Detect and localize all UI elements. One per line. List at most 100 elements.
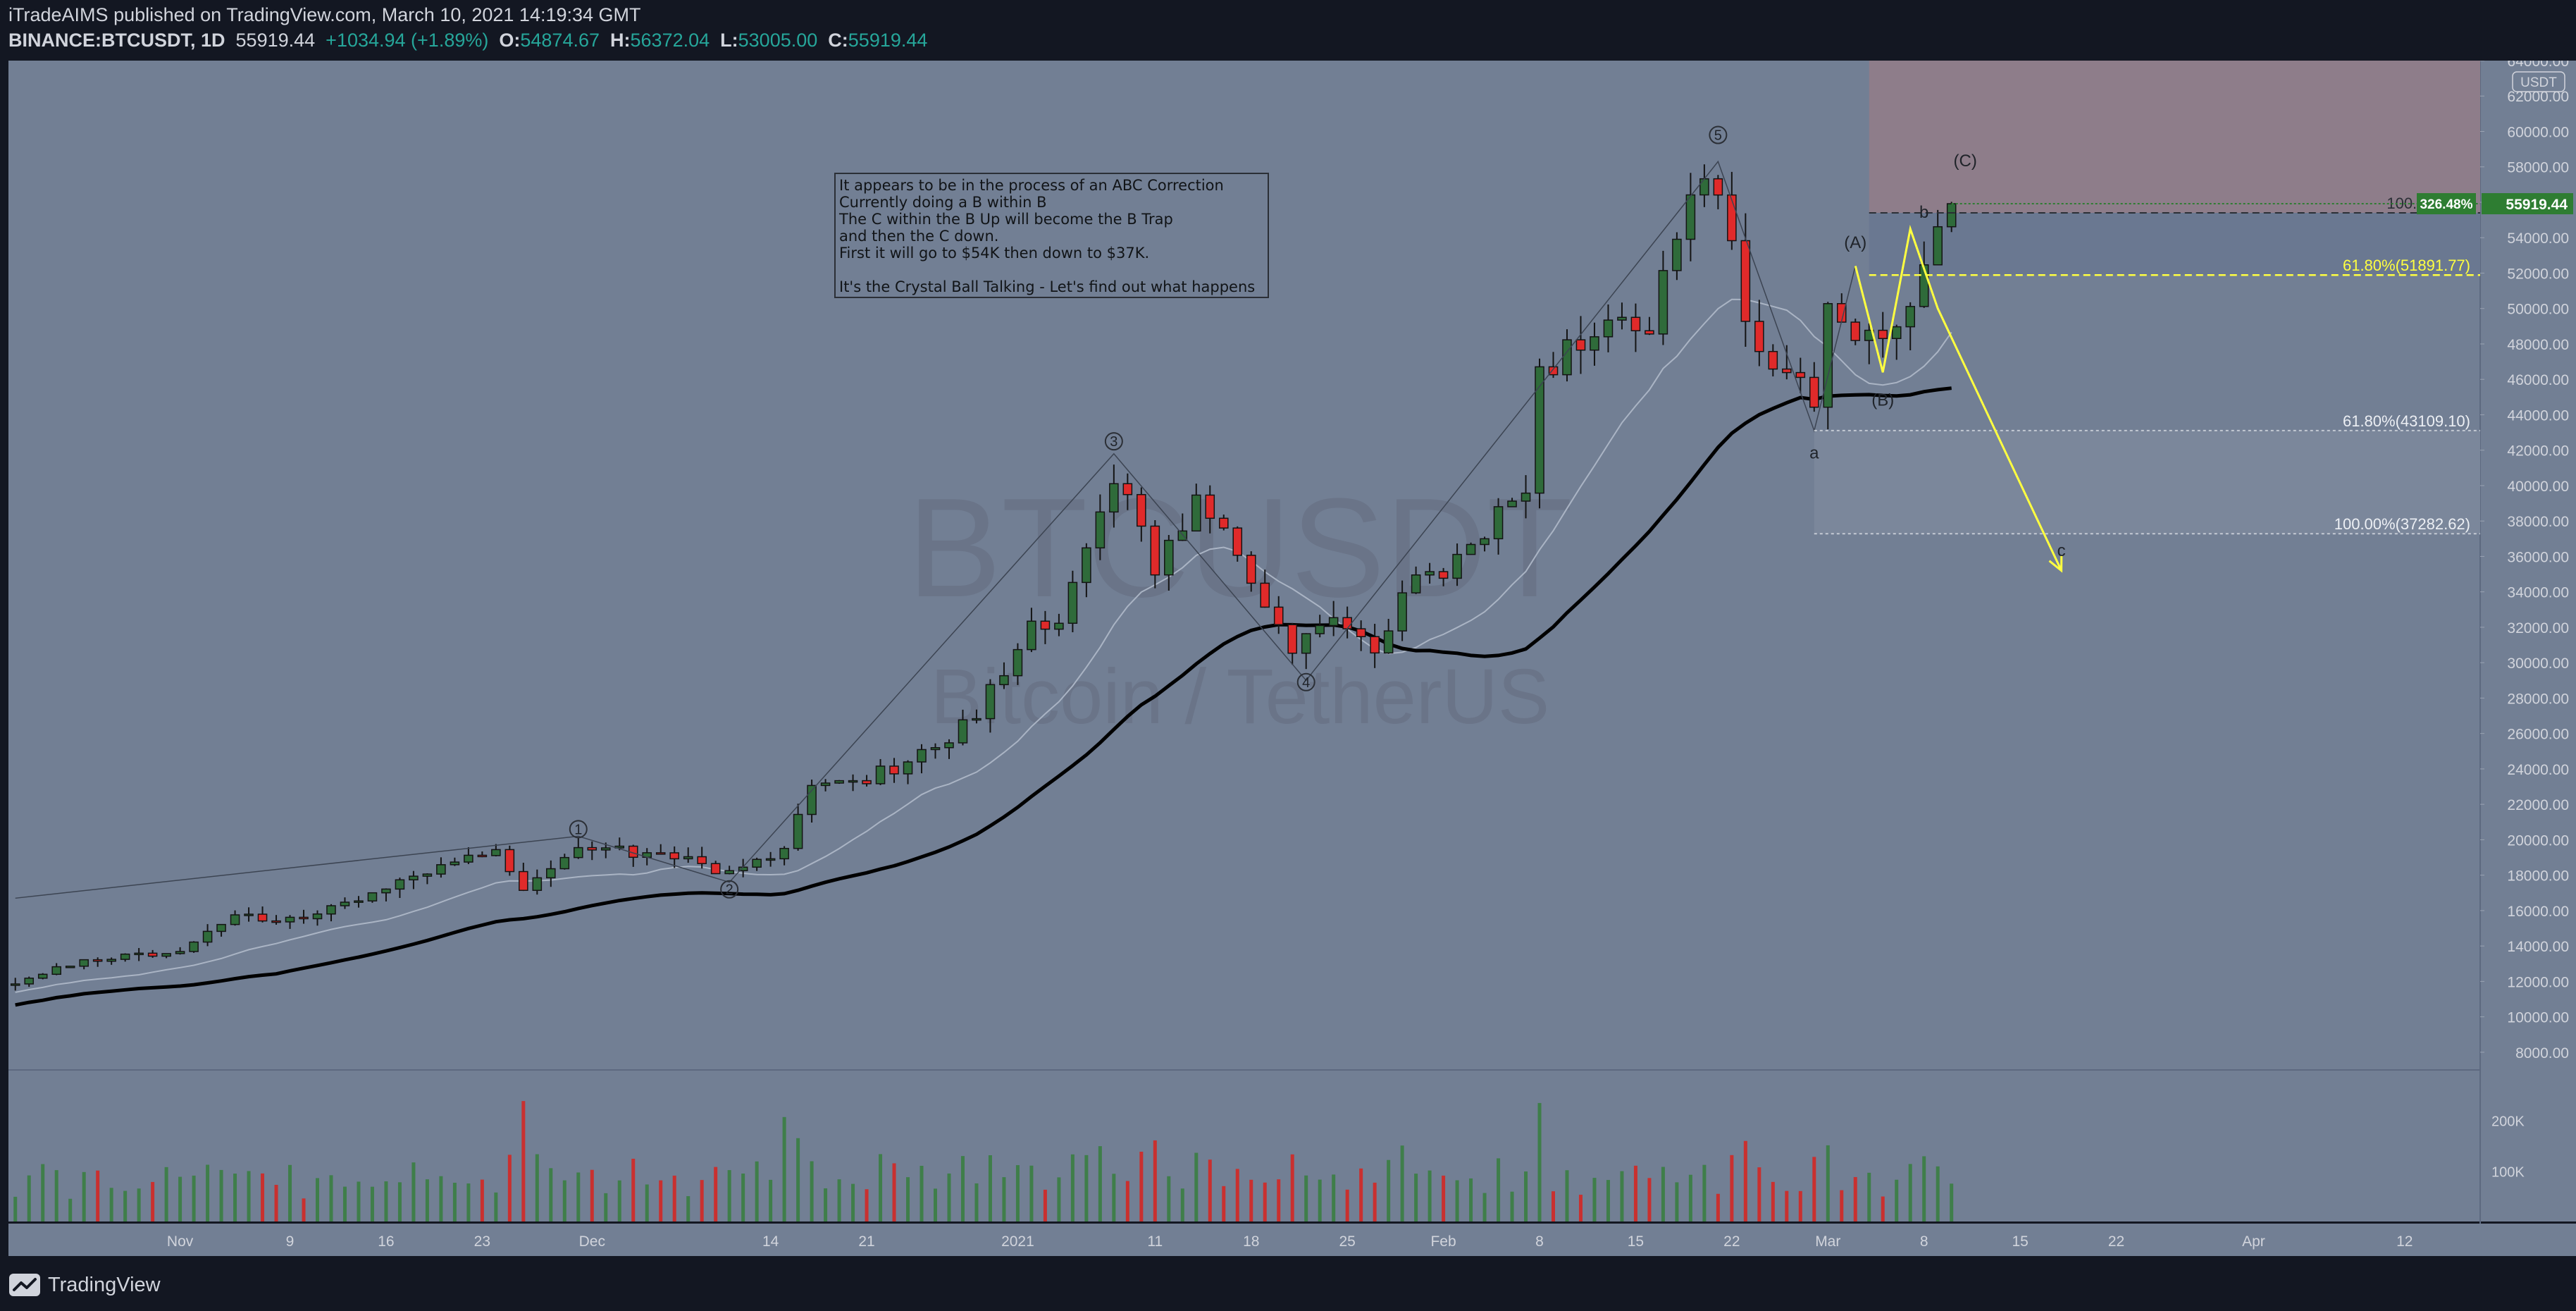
candle[interactable]: [1082, 543, 1091, 598]
candle[interactable]: [600, 842, 611, 858]
candle[interactable]: [504, 845, 515, 876]
candle[interactable]: [1645, 316, 1654, 336]
candle[interactable]: [1590, 322, 1599, 366]
wave-label[interactable]: 3: [1104, 432, 1123, 451]
candle[interactable]: [1754, 300, 1764, 367]
candle[interactable]: [889, 758, 899, 783]
candle[interactable]: [1067, 570, 1078, 632]
candle[interactable]: [1095, 494, 1106, 560]
candle[interactable]: [65, 966, 75, 968]
candle[interactable]: [1397, 580, 1407, 641]
candle[interactable]: [1137, 487, 1146, 542]
candle[interactable]: [326, 904, 336, 922]
candle[interactable]: [1535, 358, 1544, 509]
candle[interactable]: [477, 851, 488, 858]
candle[interactable]: [1548, 352, 1559, 378]
tradingview-logo[interactable]: TradingView: [8, 1273, 161, 1297]
candle[interactable]: [834, 780, 844, 784]
candle[interactable]: [1630, 303, 1641, 352]
projection-path[interactable]: [1854, 224, 2062, 572]
candle[interactable]: [340, 897, 350, 909]
candle[interactable]: [161, 953, 171, 959]
candle[interactable]: [1809, 362, 1819, 412]
candle[interactable]: [1713, 175, 1723, 209]
candle[interactable]: [1878, 312, 1888, 358]
wave-label[interactable]: a: [1809, 444, 1819, 463]
wave-label[interactable]: 4: [1296, 672, 1315, 691]
candle[interactable]: [1521, 475, 1531, 519]
wave-label[interactable]: 2: [720, 880, 739, 899]
candle[interactable]: [1740, 213, 1751, 347]
candle[interactable]: [381, 888, 391, 901]
candle[interactable]: [1260, 570, 1270, 608]
candle[interactable]: [1370, 624, 1380, 668]
candle[interactable]: [1768, 344, 1778, 377]
candle[interactable]: [655, 844, 666, 855]
price-tag[interactable]: 326.48% 55919.44: [1951, 193, 2573, 215]
candle[interactable]: [697, 847, 707, 869]
candle[interactable]: [147, 949, 158, 958]
candle[interactable]: [820, 779, 831, 792]
candle[interactable]: [1328, 601, 1339, 636]
candle[interactable]: [395, 878, 405, 899]
candle[interactable]: [1658, 250, 1668, 345]
candle[interactable]: [875, 758, 886, 785]
candle[interactable]: [1177, 513, 1188, 541]
candle[interactable]: [354, 896, 364, 908]
candle[interactable]: [1466, 542, 1476, 555]
candle[interactable]: [1823, 302, 1833, 430]
candle[interactable]: [1891, 324, 1902, 360]
wave-label[interactable]: (C): [1954, 152, 1977, 171]
candle[interactable]: [903, 760, 913, 784]
candle[interactable]: [422, 873, 433, 885]
candle[interactable]: [1507, 498, 1517, 507]
candle[interactable]: [573, 837, 583, 859]
candle[interactable]: [491, 844, 501, 857]
candle[interactable]: [37, 973, 48, 980]
candle[interactable]: [1438, 567, 1449, 586]
candle[interactable]: [1232, 526, 1243, 562]
candle[interactable]: [587, 841, 597, 861]
candle[interactable]: [1411, 566, 1421, 594]
candle[interactable]: [202, 924, 213, 947]
candle[interactable]: [958, 709, 968, 746]
wave-label[interactable]: (B): [1871, 390, 1894, 410]
candle[interactable]: [1864, 323, 1874, 364]
candle[interactable]: [1575, 316, 1586, 374]
wave-label[interactable]: c: [2057, 541, 2066, 560]
currency-badge[interactable]: USDT: [2512, 71, 2565, 92]
candle[interactable]: [710, 861, 721, 875]
candle[interactable]: [10, 978, 20, 991]
candle[interactable]: [683, 847, 693, 863]
candle[interactable]: [92, 957, 103, 967]
candle[interactable]: [765, 851, 776, 867]
candle[interactable]: [409, 870, 419, 890]
candle[interactable]: [464, 847, 473, 864]
candle[interactable]: [134, 948, 144, 961]
candle[interactable]: [230, 910, 240, 926]
candle[interactable]: [779, 846, 789, 866]
candle[interactable]: [1054, 613, 1064, 636]
publisher-name[interactable]: iTradeAIMS: [8, 4, 109, 25]
candle[interactable]: [1150, 520, 1160, 589]
price-axis[interactable]: [2480, 61, 2576, 1221]
candle[interactable]: [1850, 319, 1861, 345]
annotation-note[interactable]: It appears to be in the process of an AB…: [834, 173, 1269, 298]
candle[interactable]: [1946, 202, 1957, 233]
candle[interactable]: [120, 953, 130, 962]
candle[interactable]: [1301, 633, 1311, 670]
candle[interactable]: [752, 857, 762, 871]
candle[interactable]: [1164, 534, 1174, 591]
candle[interactable]: [1246, 551, 1256, 592]
candle[interactable]: [1205, 485, 1215, 534]
candle[interactable]: [1452, 543, 1462, 586]
candle[interactable]: [1356, 620, 1366, 651]
wave-label[interactable]: 1: [569, 820, 588, 839]
candle[interactable]: [450, 857, 460, 866]
candle[interactable]: [312, 910, 323, 926]
candle[interactable]: [106, 957, 116, 965]
time-axis[interactable]: [8, 1224, 2576, 1256]
candle[interactable]: [79, 959, 89, 970]
candle[interactable]: [1425, 562, 1435, 584]
